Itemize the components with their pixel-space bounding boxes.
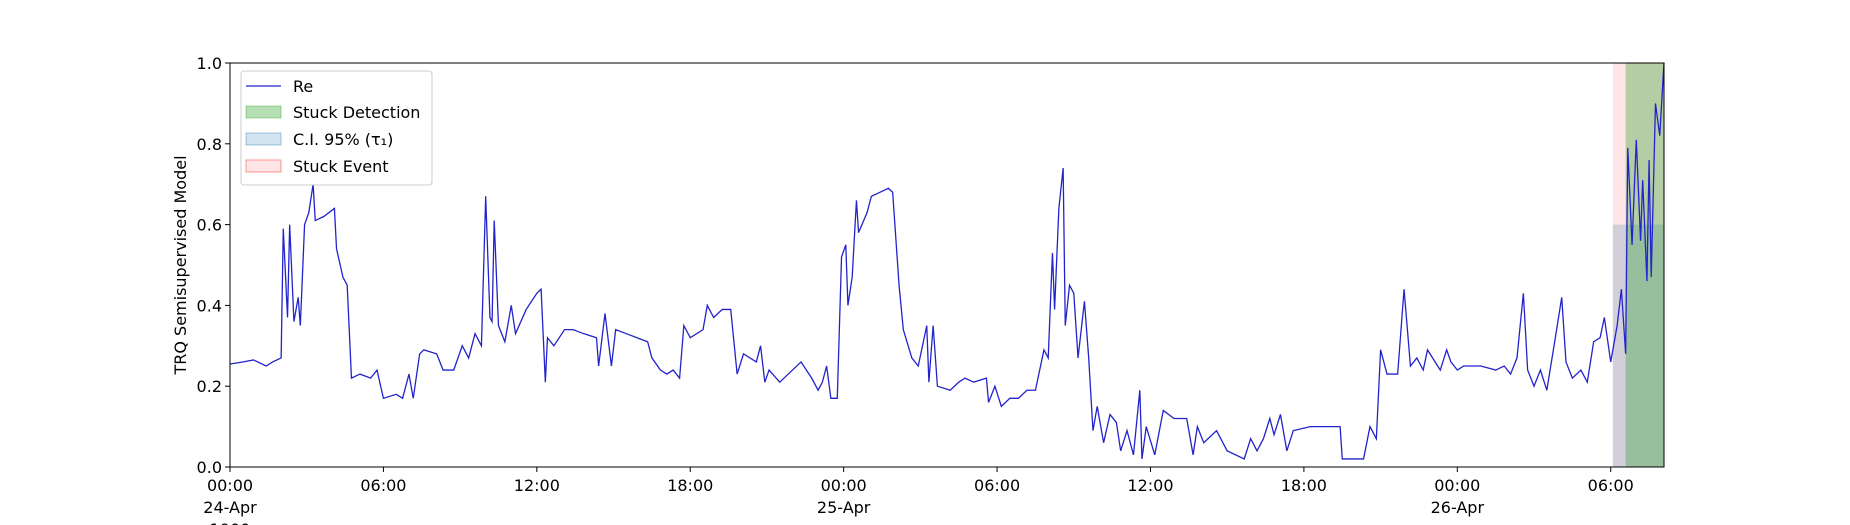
x-tick-label: 06:00 (1588, 476, 1634, 495)
legend-patch (245, 159, 282, 173)
x-tick-label: 12:00 (1127, 476, 1173, 495)
data-line (229, 62, 1665, 460)
shaded-span (1612, 63, 1664, 467)
legend-patch (245, 132, 282, 146)
legend-label: C.I. 95% (τ₁) (293, 130, 393, 149)
legend-label: Re (293, 77, 313, 96)
x-tick-label: 06:00 (360, 476, 406, 495)
x-tick-label: 18:00 (667, 476, 713, 495)
legend: Re Stuck Detection C.I. 95% (τ₁) Stuck Even… (240, 70, 433, 186)
legend-box (240, 70, 433, 186)
y-tick-label: 0.8 (197, 135, 222, 154)
y-tick-label: 1.0 (197, 54, 222, 73)
shaded-span (1625, 63, 1664, 467)
plot-frame (229, 62, 1665, 468)
y-tick-label: 0.6 (197, 216, 222, 235)
y-tick-label: 0.0 (197, 458, 222, 477)
legend-patch (245, 105, 282, 119)
x-tick-label: 18:00 (1281, 476, 1327, 495)
y-axis-label: TRQ Semisupervised Model (171, 155, 190, 375)
y-tick-label: 0.4 (197, 296, 222, 315)
x-tick-label: 12:00 (514, 476, 560, 495)
legend-label: Stuck Detection (293, 103, 420, 122)
x-tick-label: 06:00 (974, 476, 1020, 495)
x-tick-label: 00:00 25-Apr (817, 476, 871, 517)
shaded-span (1612, 224, 1664, 467)
legend-label: Stuck Event (293, 157, 389, 176)
x-tick-label: 00:00 26-Apr (1431, 476, 1485, 517)
y-tick-label: 0.2 (197, 377, 222, 396)
